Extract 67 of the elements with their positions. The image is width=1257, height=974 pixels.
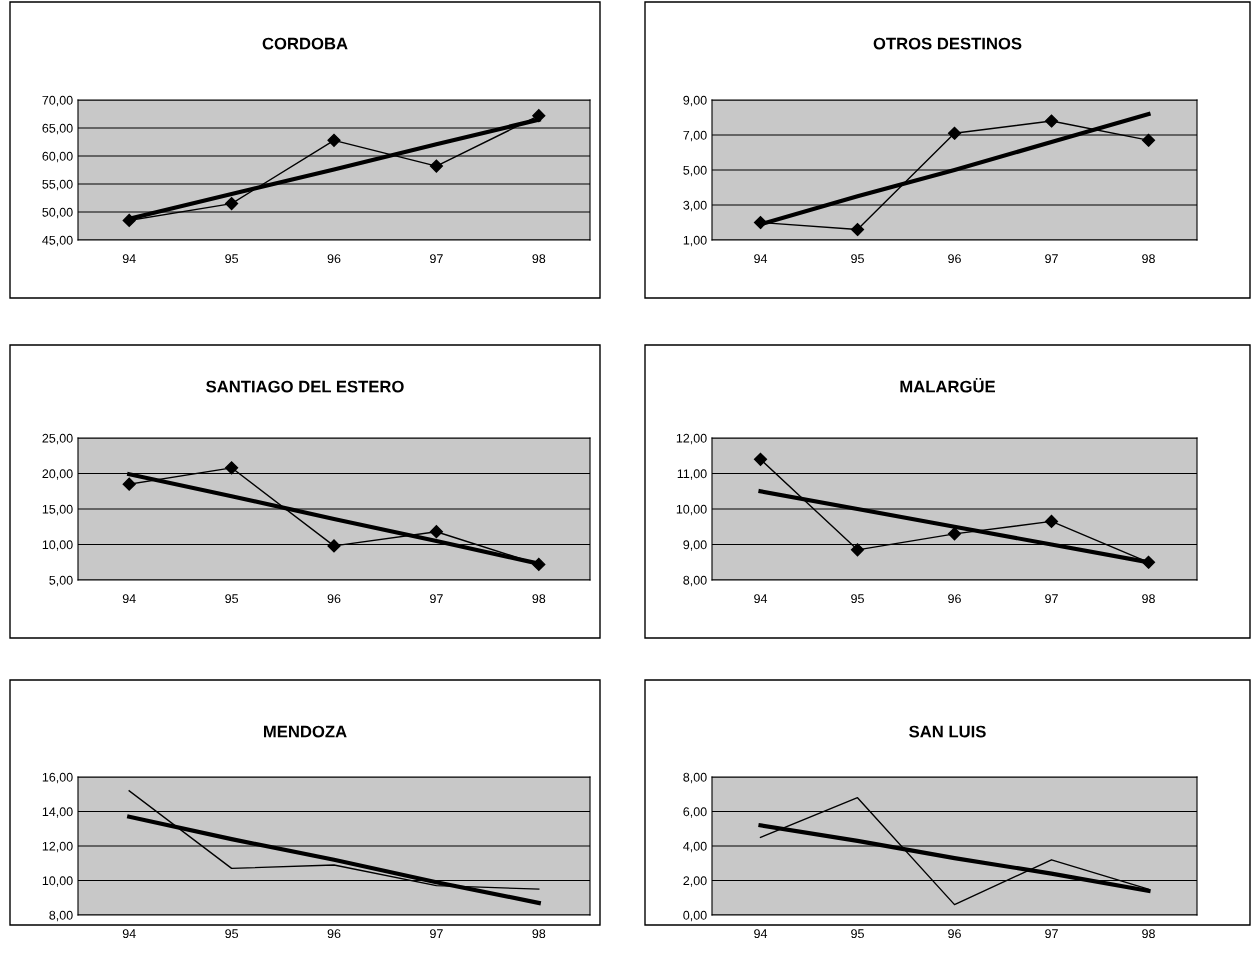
x-tick-label: 95 — [225, 254, 239, 264]
x-tick-label: 94 — [122, 929, 136, 939]
x-tick-label: 94 — [122, 254, 136, 264]
y-tick-label: 15,00 — [42, 504, 73, 516]
x-tick-label: 97 — [430, 594, 443, 604]
y-tick-label: 9,00 — [683, 95, 707, 107]
x-tick-label: 96 — [948, 929, 961, 939]
chart-title: CORDOBA — [262, 37, 348, 50]
x-tick-label: 94 — [754, 929, 768, 939]
x-tick-label: 95 — [851, 254, 864, 264]
x-tick-label: 98 — [532, 594, 546, 604]
y-tick-label: 8,00 — [683, 772, 707, 784]
x-tick-label: 98 — [1142, 594, 1155, 604]
y-tick-label: 5,00 — [49, 575, 73, 587]
x-tick-label: 95 — [225, 594, 239, 604]
y-tick-label: 10,00 — [42, 540, 73, 551]
y-tick-label: 2,00 — [683, 876, 707, 887]
chart-title: MALARGÜE — [900, 378, 995, 393]
x-tick-label: 96 — [948, 594, 961, 604]
y-tick-label: 25,00 — [42, 433, 73, 445]
y-tick-label: 60,00 — [42, 151, 73, 163]
x-tick-label: 98 — [1142, 929, 1155, 939]
x-tick-label: 94 — [754, 594, 768, 604]
x-tick-label: 95 — [851, 929, 864, 939]
y-tick-label: 20,00 — [42, 469, 73, 480]
y-tick-label: 11,00 — [677, 469, 707, 480]
x-tick-label: 96 — [327, 594, 341, 604]
x-tick-label: 96 — [327, 929, 341, 939]
y-tick-label: 7,00 — [683, 130, 707, 142]
x-tick-label: 98 — [532, 254, 546, 264]
x-tick-label: 98 — [1142, 254, 1155, 264]
y-tick-label: 10,00 — [676, 504, 707, 516]
y-tick-label: 5,00 — [683, 165, 707, 177]
chart-title: SANTIAGO DEL ESTERO — [206, 380, 404, 393]
y-tick-label: 1,00 — [683, 235, 707, 247]
chart-title: SAN LUIS — [909, 725, 986, 738]
x-tick-label: 97 — [1045, 594, 1058, 604]
y-tick-label: 45,00 — [42, 235, 73, 247]
x-tick-label: 95 — [851, 594, 864, 604]
x-tick-label: 97 — [430, 254, 443, 264]
x-tick-label: 94 — [754, 254, 768, 264]
y-tick-label: 3,00 — [683, 200, 707, 212]
y-tick-label: 50,00 — [42, 207, 73, 219]
x-tick-label: 97 — [1045, 254, 1058, 264]
y-tick-label: 65,00 — [42, 123, 73, 135]
y-tick-label: 55,00 — [42, 179, 73, 191]
y-tick-label: 8,00 — [49, 910, 73, 922]
x-tick-label: 97 — [430, 929, 443, 939]
x-tick-label: 97 — [1045, 929, 1058, 939]
y-tick-label: 14,00 — [42, 807, 73, 818]
x-tick-label: 95 — [225, 929, 239, 939]
x-tick-label: 96 — [948, 254, 961, 264]
y-tick-label: 4,00 — [683, 841, 707, 853]
y-tick-label: 16,00 — [42, 772, 73, 784]
x-tick-label: 94 — [122, 594, 136, 604]
y-tick-label: 0,00 — [683, 910, 707, 922]
y-tick-label: 9,00 — [683, 540, 707, 551]
x-tick-label: 96 — [327, 254, 341, 264]
y-tick-label: 6,00 — [683, 807, 707, 818]
y-tick-label: 12,00 — [42, 841, 73, 853]
chart-title: MENDOZA — [263, 725, 347, 738]
x-tick-label: 98 — [532, 929, 546, 939]
chart-title: OTROS DESTINOS — [873, 37, 1022, 50]
y-tick-label: 10,00 — [42, 876, 73, 887]
y-tick-label: 8,00 — [683, 575, 707, 587]
y-tick-label: 70,00 — [42, 95, 73, 107]
y-tick-label: 12,00 — [676, 433, 707, 445]
